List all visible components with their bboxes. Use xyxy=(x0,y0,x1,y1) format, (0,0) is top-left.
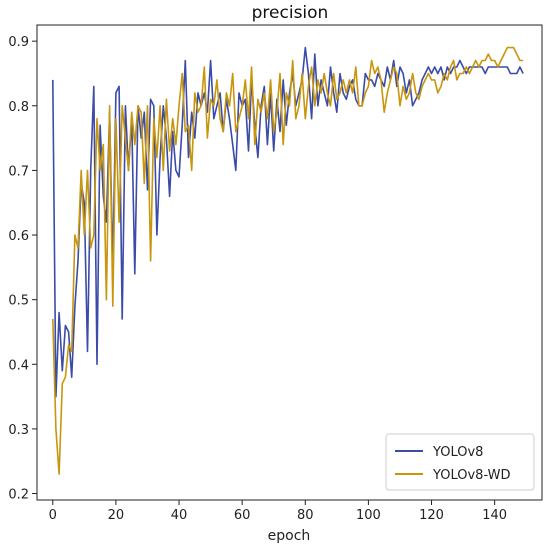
x-tick-label: 0 xyxy=(49,508,57,523)
x-tick-label: 20 xyxy=(108,508,125,523)
chart-title: precision xyxy=(252,3,329,23)
x-tick-label: 120 xyxy=(419,508,444,523)
x-tick-label: 140 xyxy=(482,508,507,523)
y-axis: 0.2 0.3 0.4 0.5 0.6 0.7 0.8 0.9 xyxy=(8,35,37,503)
plot-frame xyxy=(36,24,543,501)
x-axis: 0 20 40 60 80 100 120 140 xyxy=(49,500,507,523)
y-tick-label: 0.4 xyxy=(8,358,29,373)
legend-label: YOLOv8 xyxy=(432,445,483,460)
x-tick-label: 60 xyxy=(234,508,251,523)
legend-box xyxy=(385,433,535,491)
x-tick-label: 100 xyxy=(356,508,381,523)
y-tick-label: 0.5 xyxy=(8,294,29,309)
x-axis-title: epoch xyxy=(268,528,311,544)
legend-label: YOLOv8-WD xyxy=(432,468,510,483)
legend: YOLOv8 YOLOv8-WD xyxy=(385,433,535,491)
y-tick-label: 0.7 xyxy=(8,164,29,179)
series-line-yolov8-wd xyxy=(52,46,524,475)
y-tick-label: 0.3 xyxy=(8,423,29,438)
y-tick-label: 0.6 xyxy=(8,229,29,244)
x-tick-label: 80 xyxy=(297,508,314,523)
y-tick-label: 0.2 xyxy=(8,488,29,503)
y-tick-label: 0.9 xyxy=(8,35,29,50)
x-tick-label: 40 xyxy=(171,508,188,523)
y-tick-label: 0.8 xyxy=(8,100,29,115)
plot-area xyxy=(52,46,524,475)
